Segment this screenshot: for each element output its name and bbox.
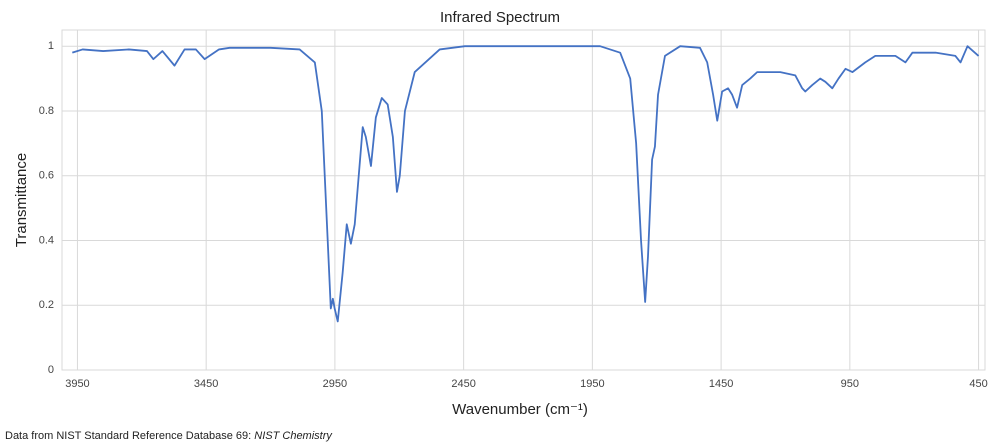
x-tick-label: 2950 — [323, 378, 347, 390]
x-tick-label: 2450 — [451, 378, 475, 390]
x-tick-label: 950 — [841, 378, 859, 390]
x-tick-label: 3450 — [194, 378, 218, 390]
y-tick-label: 0.6 — [39, 170, 54, 182]
y-tick-label: 0.8 — [39, 105, 54, 117]
x-tick-label: 1950 — [580, 378, 604, 390]
source-note: Data from NIST Standard Reference Databa… — [5, 430, 333, 442]
x-axis-label: Wavenumber (cm⁻¹) — [452, 401, 588, 418]
spectrum-line — [72, 45, 980, 323]
y-tick-label: 1 — [48, 40, 54, 52]
x-tick-label: 450 — [969, 378, 987, 390]
source-text: Data from NIST Standard Reference Databa… — [5, 430, 254, 442]
y-axis-label: Transmittance — [13, 153, 30, 247]
x-tick-label: 1450 — [709, 378, 733, 390]
chart-title: Infrared Spectrum — [440, 9, 560, 26]
y-tick-label: 0.4 — [39, 234, 54, 246]
x-tick-label: 3950 — [65, 378, 89, 390]
y-tick-label: 0.2 — [39, 299, 54, 311]
plot-frame — [61, 29, 986, 371]
source-italic: NIST Chemistry — [254, 430, 333, 442]
y-tick-label: 0 — [48, 364, 54, 376]
